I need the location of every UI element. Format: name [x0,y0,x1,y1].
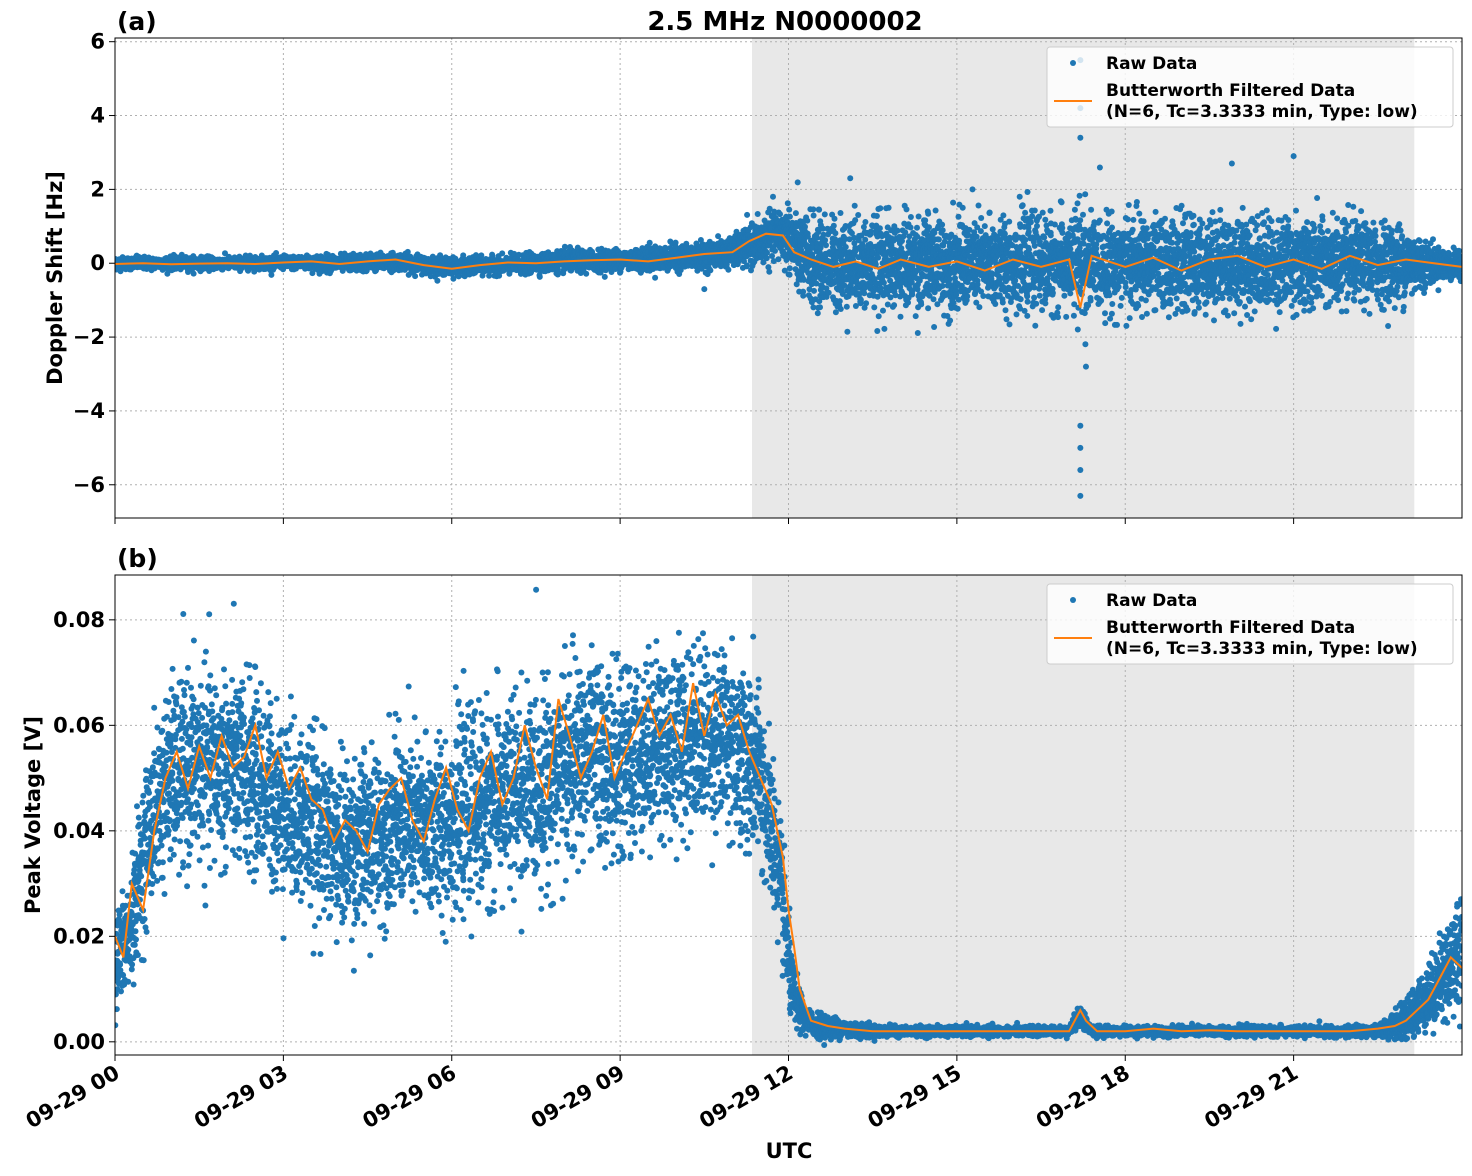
panel-a-raw-point [816,207,822,213]
panel-a-raw-point [191,271,197,277]
panel-a-raw-point [795,179,801,185]
panel-a-raw-point [602,274,608,280]
panel-a-raw-point [787,214,793,220]
panel-a-raw-point [652,275,658,281]
panel-a-raw-point [822,237,828,243]
panel-a-raw-point [273,250,279,256]
panel-a-raw-point [838,306,844,312]
panel-a-raw-point [769,253,775,259]
panel-a-raw-point [434,278,440,284]
panel-a-raw-point [764,255,770,261]
panel-a-raw-point [822,211,828,217]
panel-a-raw-point [855,212,861,218]
panel-a-raw-point [793,210,799,216]
panel-a-raw-point [811,288,817,294]
panel-a-raw-point [725,267,731,273]
panel-a-raw-point [775,256,781,262]
panel-a-raw-point [804,218,810,224]
panel-a-raw-point [811,213,817,219]
panel-a-raw-point [583,271,589,277]
panel-a-raw-point [755,211,761,217]
panel-a-raw-point [744,212,750,218]
panel-a-raw-point [499,250,505,256]
panel-a-raw-point [810,206,816,212]
panel-a-raw-point [826,290,832,296]
panel-a-raw-point [844,304,850,310]
panel-a-raw-point [647,240,653,246]
panel-a-raw-point [787,272,793,278]
panel-a-raw-point [268,272,274,278]
panel-a-raw-point [786,207,792,213]
panel-a-raw-point [537,274,543,280]
panel-a-raw-point [777,211,783,217]
panel-a-raw-point [823,242,829,248]
panel-a-raw-point [770,194,776,200]
panel-a-raw-point [815,310,821,316]
panel-a-raw-point [852,203,858,209]
panel-a-raw-point [838,210,844,216]
panel-a-raw-point [817,304,823,310]
panel-a-raw-point [832,216,838,222]
panel-a-raw-point [412,273,418,279]
panel-a-raw-point [555,269,561,275]
panel-a-raw-point [833,309,839,315]
panel-a-raw-point [707,267,713,273]
panel-a-raw-point [831,223,837,229]
panel-a-raw-point [852,217,858,223]
panel-a-raw-point [766,269,772,275]
panel-a-raw-point [787,265,793,271]
panel-a-raw-point [843,244,849,250]
panel-a-raw-point [772,248,778,254]
panel-a-raw-point [832,230,838,236]
panel-a-raw-point [837,298,843,304]
panel-a-raw-point [764,250,770,256]
panel-a-raw-point [844,329,850,335]
panel-a-raw-point [800,293,806,299]
panel-a-raw-point [785,200,791,206]
